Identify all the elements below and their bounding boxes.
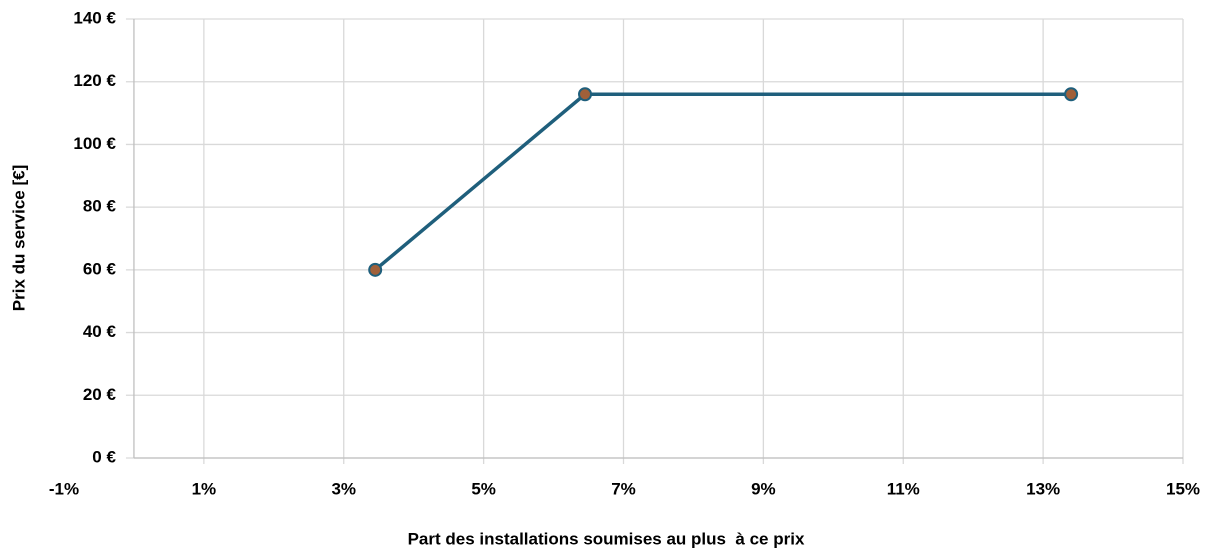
x-tick-label: 15% xyxy=(1166,479,1200,498)
y-tick-label: 20 € xyxy=(83,385,117,404)
x-tick-label: 1% xyxy=(192,479,217,498)
y-tick-label: 80 € xyxy=(83,197,117,216)
x-axis-title: Part des installations soumises au plus … xyxy=(408,529,805,548)
x-tick-label: -1% xyxy=(49,479,79,498)
y-tick-label: 60 € xyxy=(83,259,117,278)
line xyxy=(374,92,1072,272)
marker xyxy=(368,262,383,277)
x-tick-label: 7% xyxy=(611,479,636,498)
x-tick-label: 13% xyxy=(1026,479,1060,498)
y-tick-label: 140 € xyxy=(73,8,116,27)
y-tick-label: 40 € xyxy=(83,322,117,341)
marker xyxy=(578,87,593,102)
y-tick-label: 120 € xyxy=(73,71,116,90)
x-tick-label: 3% xyxy=(331,479,356,498)
x-tick-label: 5% xyxy=(471,479,496,498)
y-tick-label: 0 € xyxy=(92,447,116,466)
y-tick-label: 100 € xyxy=(73,134,116,153)
x-tick-label: 9% xyxy=(751,479,776,498)
y-axis-title: Prix du service [€] xyxy=(9,165,28,311)
x-tick-label: 11% xyxy=(887,479,920,498)
marker xyxy=(1064,87,1079,102)
